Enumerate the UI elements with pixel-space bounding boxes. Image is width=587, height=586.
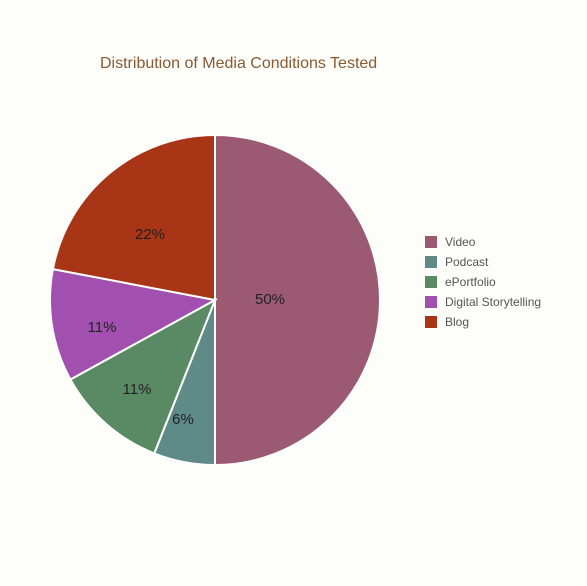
pie-slice-video xyxy=(215,135,380,465)
legend-swatch-storytelling xyxy=(425,296,437,308)
legend-item-podcast: Podcast xyxy=(425,255,541,269)
chart-title: Distribution of Media Conditions Tested xyxy=(100,55,377,73)
legend-item-eportfolio: ePortfolio xyxy=(425,275,541,289)
legend-swatch-blog xyxy=(425,316,437,328)
legend-swatch-eportfolio xyxy=(425,276,437,288)
pie-slices-group xyxy=(50,135,380,465)
pie-label-storytelling: 11% xyxy=(88,319,117,336)
legend-label-video: Video xyxy=(445,235,475,249)
legend: Video Podcast ePortfolio Digital Storytelli… xyxy=(425,235,541,335)
legend-swatch-video xyxy=(425,236,437,248)
pie-chart-svg: 50% 6% 11% 11% 22% xyxy=(45,130,385,470)
legend-item-blog: Blog xyxy=(425,315,541,329)
legend-swatch-podcast xyxy=(425,256,437,268)
pie-chart-container: Distribution of Media Conditions Tested … xyxy=(0,0,587,586)
pie-label-podcast: 6% xyxy=(172,411,194,428)
legend-label-podcast: Podcast xyxy=(445,255,488,269)
legend-label-storytelling: Digital Storytelling xyxy=(445,295,541,309)
legend-item-storytelling: Digital Storytelling xyxy=(425,295,541,309)
pie-label-eportfolio: 11% xyxy=(123,381,152,398)
pie-label-video: 50% xyxy=(255,291,285,308)
legend-label-blog: Blog xyxy=(445,315,469,329)
legend-item-video: Video xyxy=(425,235,541,249)
pie-label-blog: 22% xyxy=(135,226,165,243)
legend-label-eportfolio: ePortfolio xyxy=(445,275,496,289)
